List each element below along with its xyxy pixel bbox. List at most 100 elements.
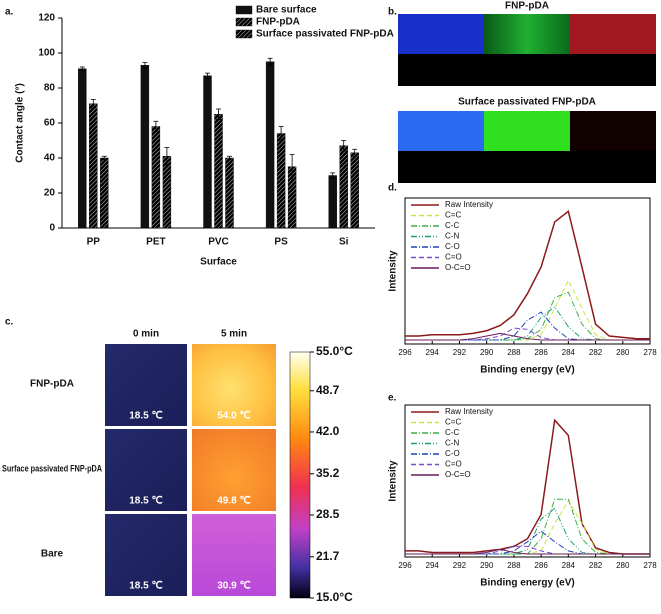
x-tick-label: Si [339,237,349,248]
temperature: 54.0 ℃ [217,411,250,422]
line [405,498,650,555]
x-tick-label: 290 [480,348,494,357]
y-tick-label: 120 [38,13,55,24]
row-label: Bare [41,549,64,560]
x-tick-label: 292 [453,561,467,570]
x-tick-label: 288 [507,561,521,570]
x-tick-label: 284 [562,348,576,357]
legend-label: Surface passivated FNP-pDA [256,29,394,40]
bar [162,156,172,229]
column-label: 0 min [133,329,159,340]
x-tick-label: 282 [589,561,603,570]
error-bar [101,155,107,161]
x-tick-label: 280 [616,561,630,570]
x-tick-label: 278 [643,561,657,570]
colorbar-label: 35.2 [316,466,340,480]
x-axis-label: Binding energy (eV) [480,578,574,589]
colorbar-label: 48.7 [316,383,340,397]
line [405,279,650,341]
x-tick-label: 280 [616,348,630,357]
legend-label: C-O [445,242,460,251]
bar [78,68,87,229]
panel-label: e. [388,393,397,404]
temperature: 18.5 ℃ [129,496,162,507]
legend-label: C-C [445,428,459,437]
x-axis-label: Binding energy (eV) [480,365,574,376]
bar [225,157,234,229]
x-tick-label: PET [146,237,165,248]
x-axis-label: Surface [200,257,237,268]
x-tick-label: 286 [534,561,548,570]
legend-label: C-O [445,449,460,458]
colorbar-label: 15.0°C [316,590,353,604]
error-bar [267,57,273,66]
plot-frame [404,197,651,345]
bar [265,61,275,229]
legend-swatch [235,29,253,39]
x-tick-label: PVC [208,237,229,248]
legend-swatch [235,17,253,27]
eds-map-1 [398,14,656,86]
colorbar-label: 21.7 [316,549,340,563]
row-label: Surface passivated FNP-pDA [2,463,102,473]
colorbar-label: 42.0 [316,424,340,438]
y-tick-label: 0 [49,223,55,234]
error-bar [227,155,232,161]
error-bar [90,98,96,109]
legend-label: C=O [445,253,462,262]
bar [350,152,359,229]
x-tick-label: 290 [480,561,494,570]
error-bar [205,72,210,79]
y-axis-label: Intensity [388,460,399,502]
x-tick-label: 286 [534,348,548,357]
colorbar-label: 28.5 [316,507,340,521]
error-bar [352,148,358,157]
line [405,332,650,341]
temperature: 18.5 ℃ [129,581,162,592]
bar [203,75,212,229]
x-tick-label: 296 [398,561,412,570]
x-tick-label: 282 [589,348,603,357]
x-tick-label: 284 [562,561,576,570]
thermal-images [105,344,311,599]
temperature: 30.9 ℃ [217,581,250,592]
error-bar [79,66,85,71]
legend-swatch [235,5,253,15]
map-title: FNP-pDA [505,1,549,12]
legend-label: Bare surface [256,5,317,16]
bar [100,157,109,229]
x-tick-label: 292 [453,348,467,357]
error-bar [164,147,170,166]
colorbar-label: 55.0°C [316,344,353,358]
line [405,548,650,555]
eds-map-2 [398,111,656,183]
panel-label: b. [388,7,397,18]
legend-label: FNP-pDA [256,17,300,28]
x-tick-label: 296 [398,348,412,357]
bar [214,114,223,229]
x-tick-label: 294 [426,561,440,570]
y-tick-label: 20 [44,188,56,199]
legend-label: C-N [445,439,459,448]
y-tick-label: 40 [44,153,56,164]
line [405,291,650,341]
x-tick-label: 288 [507,348,521,357]
line [405,418,650,555]
bar [151,126,161,229]
error-bar [330,172,336,179]
legend-label: O-C=O [445,470,471,479]
bar [339,145,348,229]
row-label: FNP-pDA [30,379,74,390]
legend-label: C=O [445,460,462,469]
x-tick-label: PS [274,237,288,248]
panel-label: c. [5,317,14,328]
error-bar [153,120,159,133]
column-label: 5 min [221,329,247,340]
legend-label: Raw Intensity [445,407,493,416]
bar [140,65,150,229]
bar [89,103,98,229]
error-bar [216,108,221,120]
line [405,209,650,340]
y-axis-label: Contact angle (°) [15,83,26,163]
